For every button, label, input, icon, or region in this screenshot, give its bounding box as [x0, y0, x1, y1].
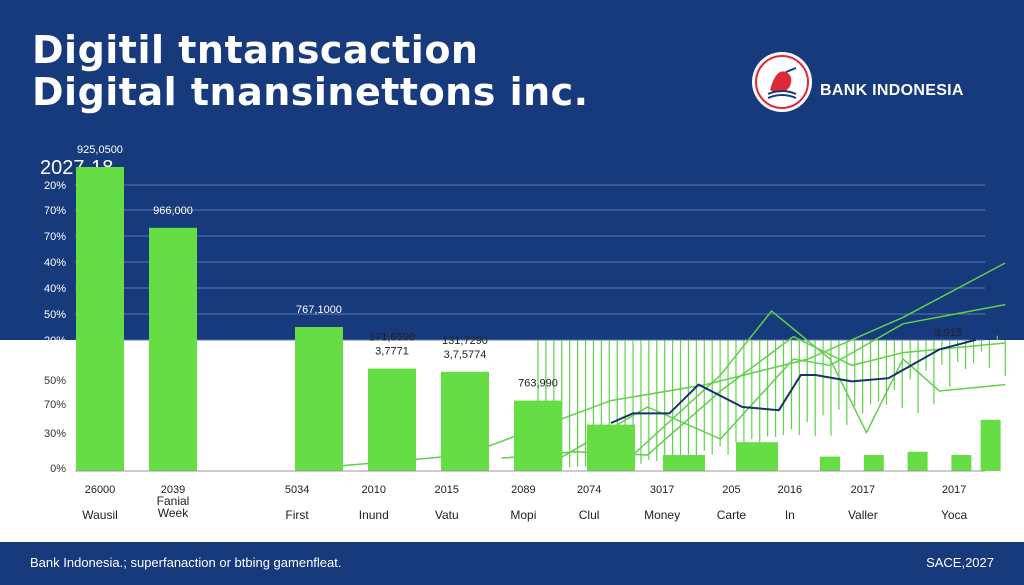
footer-source: Bank Indonesia.; superfanaction or btbin… — [30, 555, 342, 570]
x-tick-category-label: Wausil — [82, 508, 118, 522]
x-tick-category-label: Clul — [579, 508, 600, 522]
chart-labels: 925,0500 966,000 767,1000 171,6590 3,7771 131… — [44, 144, 985, 522]
x-tick-year-label: 2089 — [511, 484, 535, 496]
bar — [820, 456, 840, 471]
bar — [663, 455, 705, 471]
upper-y-tick-label: 20% — [44, 335, 66, 347]
bar-value-label: 767,1000 — [296, 304, 342, 316]
green-series-line — [537, 303, 1006, 472]
footer-date: SACE,2027 — [926, 555, 994, 570]
bars — [76, 167, 1001, 471]
bar — [736, 442, 778, 471]
x-tick-year-label: 26000 — [85, 484, 116, 496]
bar-value-label: 131,7290 — [442, 335, 488, 347]
upper-y-tick-label: 40% — [44, 257, 66, 269]
chart-title-line-1: Digitil tntanscaction — [32, 28, 479, 72]
bar — [980, 419, 1001, 471]
lower-y-tick-label: 0% — [50, 463, 66, 475]
x-tick-category-label: Inund — [359, 508, 389, 522]
x-tick-year-label: 2017 — [942, 484, 966, 496]
x-tick-category-label: First — [285, 508, 309, 522]
dark-series-end-label: 8,915 — [934, 327, 962, 339]
bar — [76, 167, 124, 471]
x-tick-year-label: 205 — [722, 484, 740, 496]
bar-value-label: 966,000 — [153, 205, 193, 217]
bar — [514, 400, 562, 471]
x-tick-category-label: Money — [644, 508, 680, 522]
x-tick-category-label: Mopi — [510, 508, 536, 522]
green-series-line — [501, 335, 1006, 459]
x-tick-year-label: 2015 — [435, 484, 459, 496]
bar — [368, 368, 416, 471]
x-tick-year-label: 2017 — [851, 484, 875, 496]
x-tick-year-label: 3017 — [650, 484, 674, 496]
bar — [863, 455, 884, 471]
lower-y-tick-label: 70% — [44, 399, 66, 411]
x-tick-category-label: Valler — [848, 508, 878, 522]
lower-y-tick-label: 50% — [44, 375, 66, 387]
x-tick-category-label: Yoca — [941, 508, 968, 522]
x-tick-category-label: Week — [158, 506, 189, 520]
bar-value-label: 3,7771 — [375, 346, 409, 358]
bar — [149, 227, 197, 471]
dark-line-series — [610, 338, 977, 424]
x-tick-category-label: Vatu — [435, 508, 459, 522]
upper-grid: 20% 70% 70% 40% 40% 50% 20% — [44, 180, 985, 347]
x-tick-year-label: 5034 — [285, 484, 309, 496]
green-series-line — [632, 309, 1006, 456]
upper-y-tick-label: 70% — [44, 231, 66, 243]
upper-y-tick-label: 70% — [44, 205, 66, 217]
bar-value-label: 171,6590 — [369, 332, 415, 344]
bar — [587, 424, 635, 471]
bar-value-label: 3,7,5774 — [444, 349, 487, 361]
upper-y-tick-label: 20% — [44, 180, 66, 192]
x-tick-year-label: 2010 — [362, 484, 386, 496]
x-tick-year-label: 2039 — [161, 484, 185, 496]
transactions-chart: 20% 70% 70% 40% 40% 50% 20% 925,0500 966,000 767… — [44, 144, 1006, 522]
bar-value-label: 763,990 — [518, 378, 558, 390]
x-tick-category-label: In — [785, 508, 795, 522]
footer: Bank Indonesia.; superfanaction or btbin… — [0, 542, 1024, 585]
bar — [907, 451, 928, 471]
dark-series-line — [610, 338, 977, 424]
lower-y-tick-label: 30% — [44, 428, 66, 440]
x-tick-category-label: Fanial — [157, 494, 190, 508]
bar — [951, 455, 972, 471]
x-tick-year-label: 2074 — [577, 484, 601, 496]
bar — [441, 371, 489, 471]
x-tick-year-label: 2016 — [778, 484, 802, 496]
chart-title-line-2: Digital tnansinettons inc. — [32, 70, 589, 114]
bar — [295, 327, 343, 471]
upper-y-tick-label: 40% — [44, 283, 66, 295]
bank-indonesia-logo-icon — [752, 52, 812, 112]
upper-y-tick-label: 50% — [44, 309, 66, 321]
brand-name: BANK INDONESIA — [820, 82, 964, 99]
bar-value-label: 925,0500 — [77, 144, 123, 156]
x-tick-category-label: Carte — [717, 508, 747, 522]
